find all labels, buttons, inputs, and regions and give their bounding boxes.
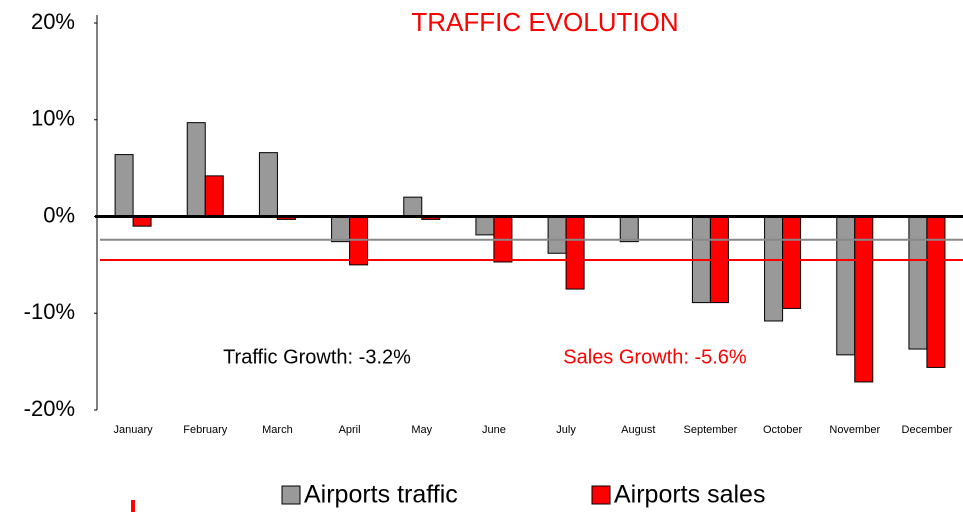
legend-swatch (591, 485, 611, 505)
x-tick-label: February (183, 424, 228, 436)
bar (114, 154, 134, 217)
bar (403, 196, 423, 217)
chart-title: TRAFFIC EVOLUTION (411, 7, 678, 37)
x-tick-label: April (339, 424, 361, 436)
y-tick-label: 10% (31, 106, 75, 131)
legend-label: Airports sales (614, 481, 765, 509)
y-tick-label: -20% (24, 396, 75, 421)
x-tick-label: March (262, 424, 293, 436)
y-tick-label: 20% (31, 9, 75, 34)
bar (854, 216, 874, 383)
bar (764, 216, 784, 322)
bar (258, 152, 278, 218)
legend-swatch (281, 485, 301, 505)
bar (908, 216, 928, 350)
bar (331, 216, 351, 243)
bar (475, 216, 495, 236)
y-tick-label: 0% (43, 202, 75, 227)
bar (565, 216, 585, 290)
legend-label: Airports traffic (304, 481, 458, 509)
x-tick-label: October (763, 424, 802, 436)
x-tick-label: January (114, 424, 154, 436)
x-tick-label: June (482, 424, 506, 436)
x-tick-label: July (556, 424, 576, 436)
bar (204, 175, 224, 218)
x-tick-label: December (902, 424, 953, 436)
bar (836, 216, 856, 356)
bar (186, 122, 206, 217)
x-tick-label: September (684, 424, 738, 436)
bar (547, 216, 567, 254)
bar (619, 216, 639, 243)
y-tick-label: -10% (24, 299, 75, 324)
x-tick-label: November (829, 424, 880, 436)
x-tick-label: August (621, 424, 655, 436)
annotation: Traffic Growth: -3.2% (223, 346, 411, 368)
bar (782, 216, 802, 309)
x-tick-label: May (411, 424, 432, 436)
annotation: Sales Growth: -5.6% (563, 346, 747, 368)
